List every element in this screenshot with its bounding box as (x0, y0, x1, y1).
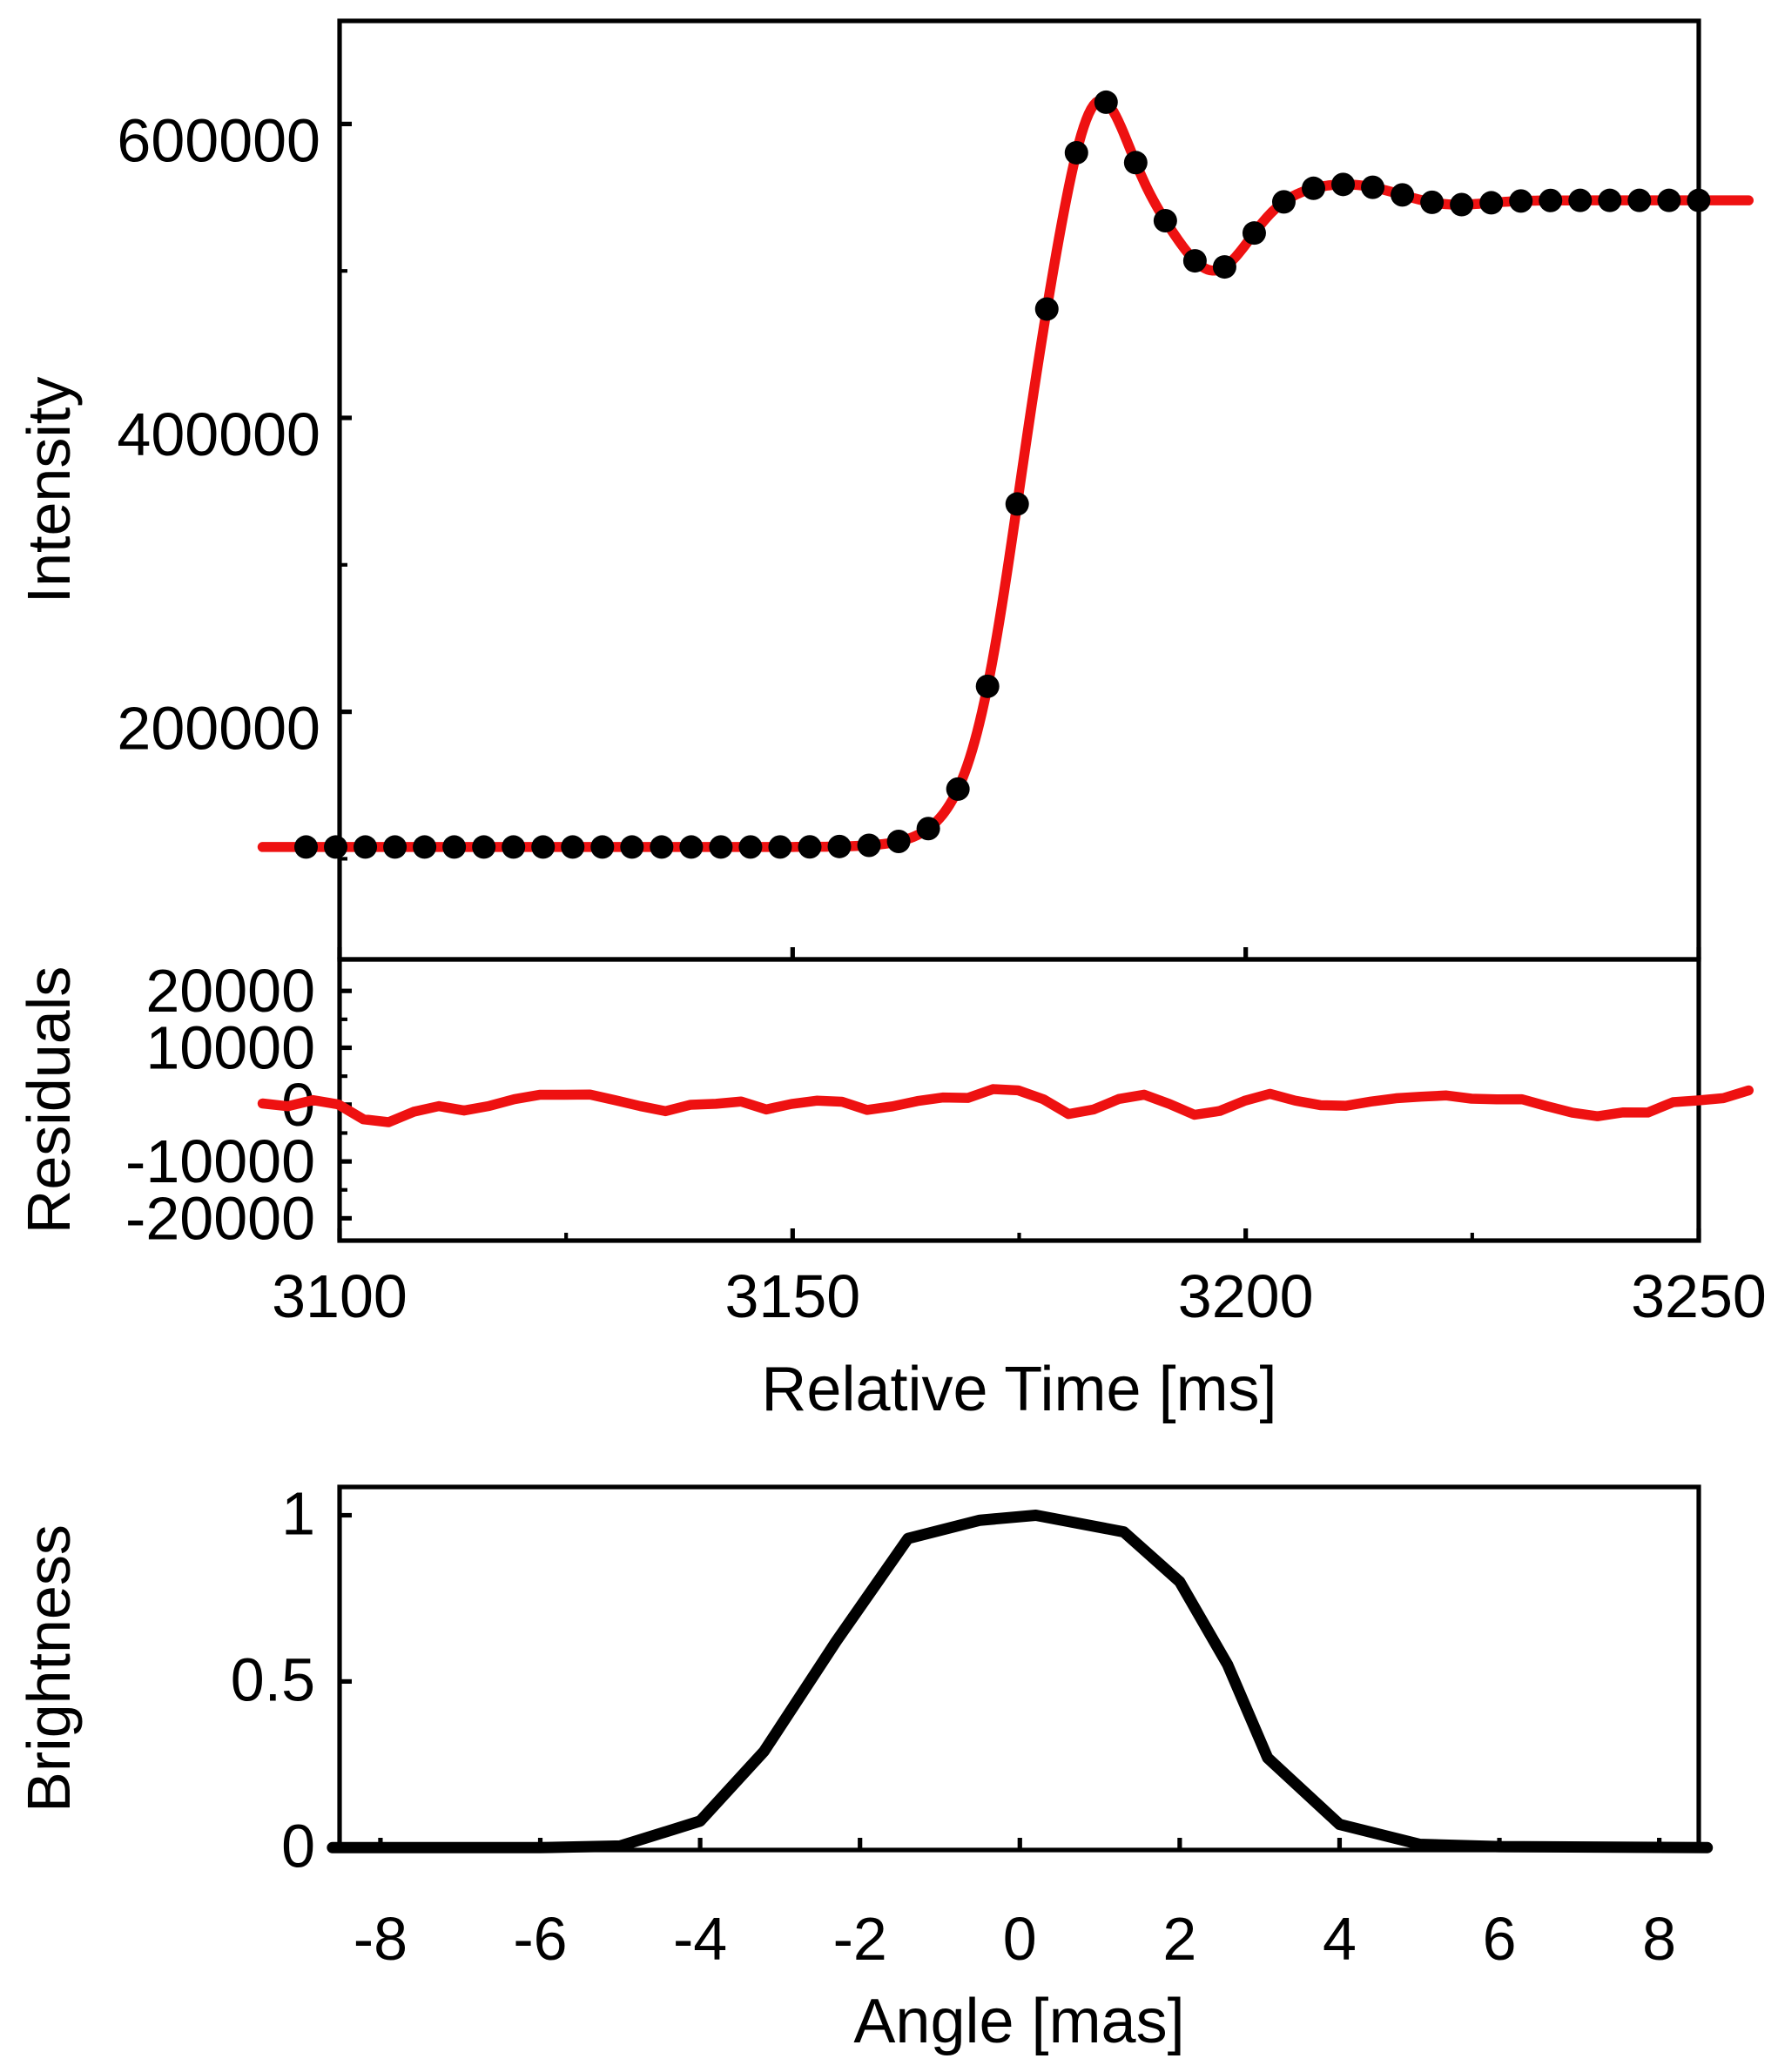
svg-text:8: 8 (1642, 1905, 1676, 1973)
svg-text:-2: -2 (833, 1905, 887, 1973)
svg-text:20000: 20000 (145, 957, 315, 1025)
svg-text:6: 6 (1483, 1905, 1517, 1973)
svg-text:3250: 3250 (1631, 1262, 1767, 1330)
svg-text:Residuals: Residuals (15, 966, 83, 1234)
svg-text:4: 4 (1323, 1905, 1357, 1973)
svg-text:0.5: 0.5 (231, 1645, 315, 1713)
svg-text:0: 0 (281, 1812, 315, 1880)
svg-text:3100: 3100 (272, 1262, 407, 1330)
svg-text:2: 2 (1162, 1905, 1196, 1973)
svg-text:-4: -4 (673, 1905, 727, 1973)
svg-text:1: 1 (281, 1480, 315, 1548)
svg-text:Angle [mas]: Angle [mas] (853, 1987, 1184, 2056)
svg-text:0: 0 (1003, 1905, 1037, 1973)
svg-text:3200: 3200 (1178, 1262, 1314, 1330)
svg-text:Brightness: Brightness (15, 1524, 83, 1813)
svg-text:3150: 3150 (724, 1262, 860, 1330)
svg-text:400000: 400000 (117, 400, 320, 468)
svg-text:600000: 600000 (117, 106, 320, 174)
svg-text:Relative Time [ms]: Relative Time [ms] (761, 1355, 1276, 1424)
svg-text:-6: -6 (513, 1905, 567, 1973)
svg-text:Intensity: Intensity (15, 377, 83, 604)
svg-text:200000: 200000 (117, 695, 320, 763)
svg-text:-8: -8 (354, 1905, 407, 1973)
